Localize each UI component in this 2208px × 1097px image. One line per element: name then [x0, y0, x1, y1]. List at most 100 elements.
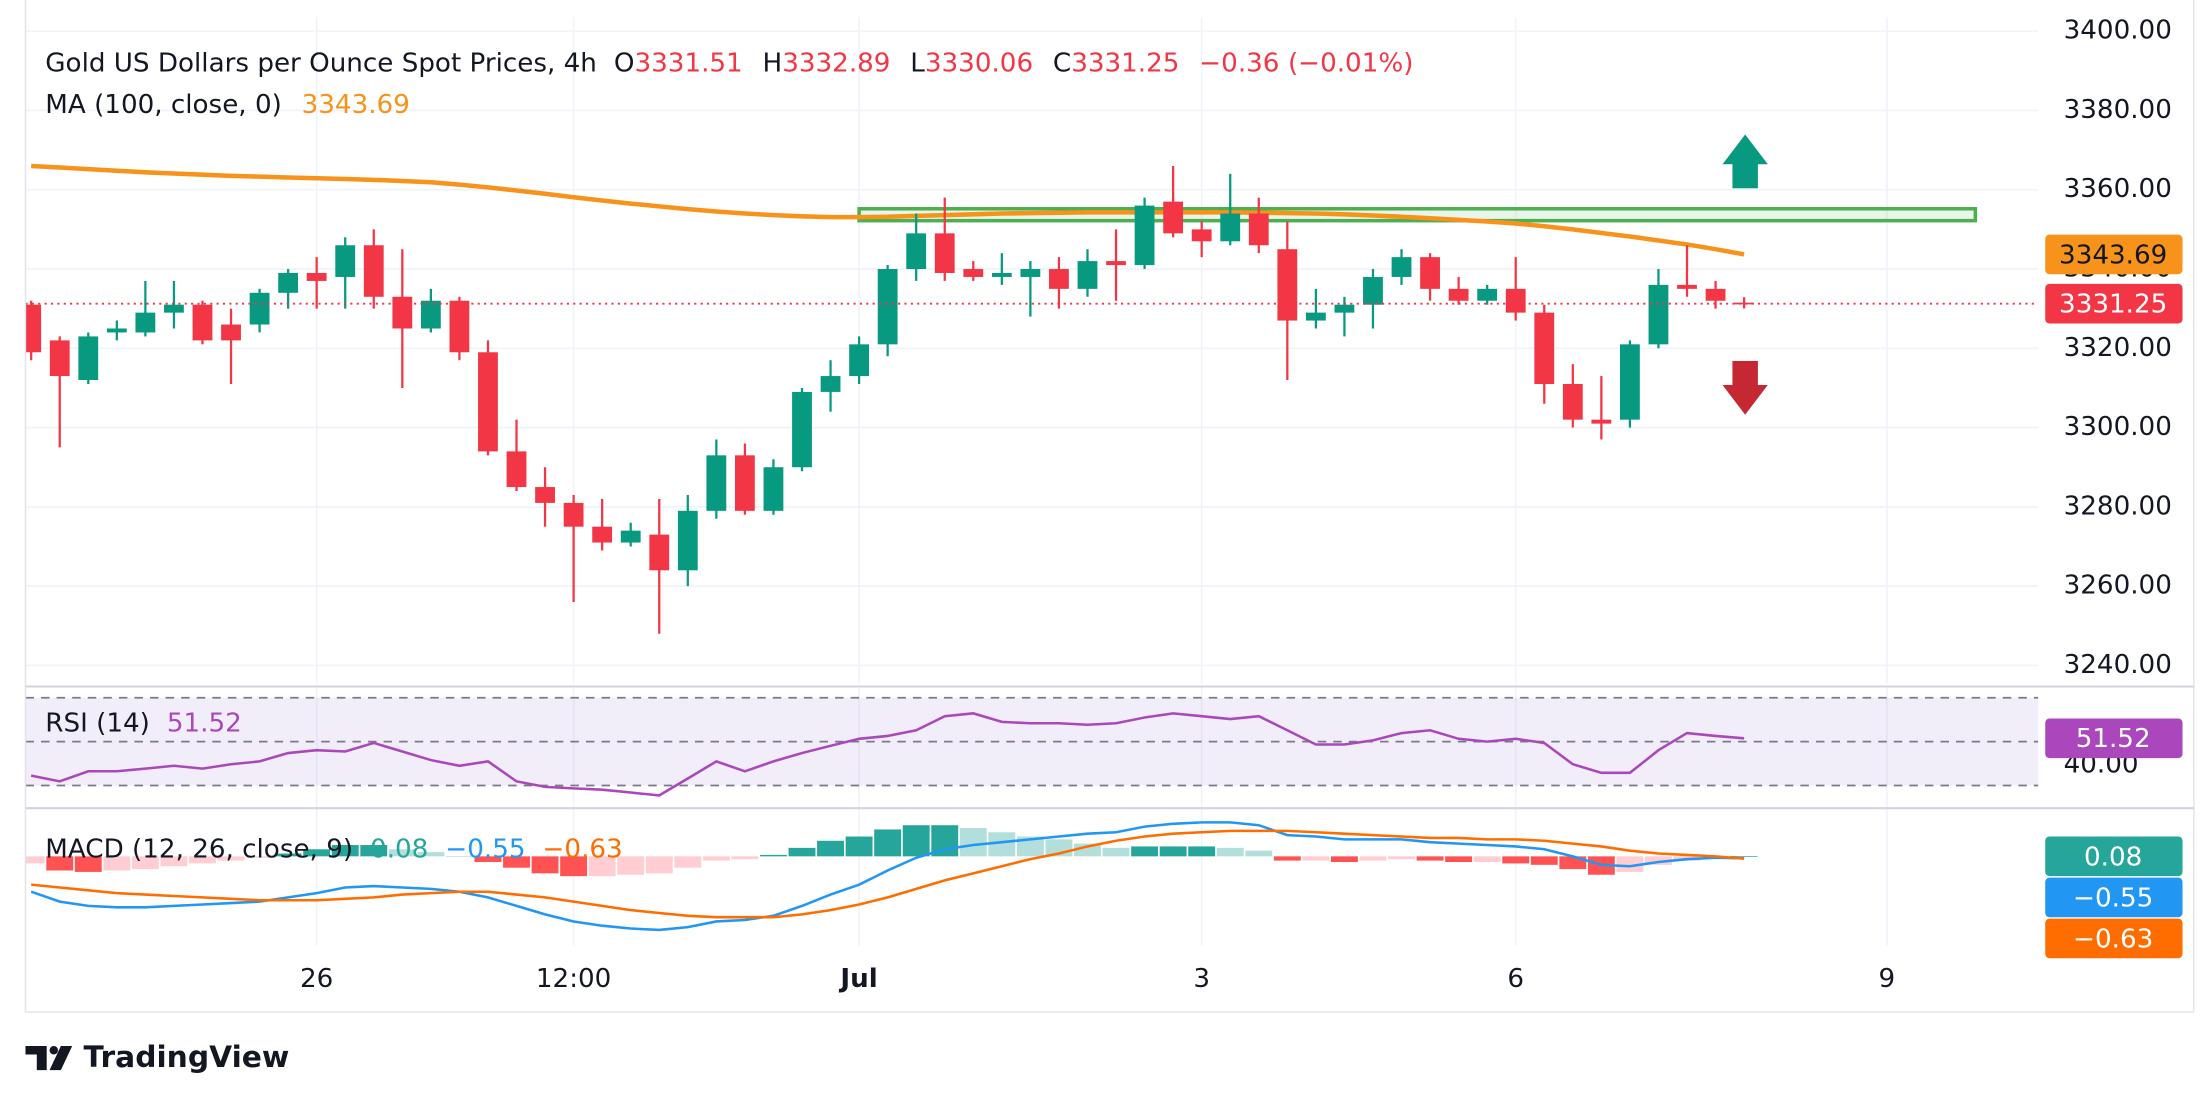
candle-body — [392, 296, 413, 329]
candle-body — [1363, 276, 1383, 305]
candle-body — [1705, 288, 1726, 301]
candle-body — [991, 272, 1012, 277]
candle-body — [1420, 257, 1440, 289]
legend-item: 3343.69 — [302, 89, 410, 119]
macd-legend: MACD (12, 26, close, 9) 0.08 −0.55 −0.63 — [45, 834, 622, 864]
histogram-bar — [1302, 856, 1330, 861]
legend-item: 3330.06 — [925, 48, 1033, 78]
x-tick-label: 3 — [1193, 964, 1210, 994]
x-tick-label: 9 — [1879, 964, 1896, 994]
candle-body — [1477, 288, 1498, 301]
histogram-bar — [303, 849, 331, 857]
candle-body — [1077, 261, 1098, 289]
x-tick-label: 26 — [300, 964, 333, 994]
histogram-bar — [1188, 846, 1216, 857]
candle-body — [706, 455, 727, 511]
candle-body — [963, 269, 984, 277]
histogram-bar — [131, 856, 159, 870]
legend-item: C — [1053, 48, 1071, 78]
legend-item: −0.36 — [1199, 48, 1279, 78]
brand-name: TradingView — [84, 1040, 290, 1075]
last-price-badge-bg — [2045, 283, 2183, 324]
macd-badge-bg — [2045, 918, 2183, 959]
last-price-badge: 3331.25 — [2059, 290, 2167, 320]
candle-body — [1163, 201, 1184, 234]
legend-item: 3331.51 — [634, 48, 742, 78]
y-tick-label: 3300.00 — [2064, 412, 2172, 442]
candle-body — [734, 455, 755, 511]
rsi-legend: RSI (14) 51.52 — [45, 708, 241, 738]
histogram-bar — [1502, 856, 1530, 864]
candle-body — [1677, 284, 1697, 289]
histogram-bar — [1530, 856, 1558, 865]
histogram-bar — [1159, 846, 1187, 857]
rsi-line — [30, 712, 1745, 797]
macd-line — [31, 829, 1745, 919]
candle-body — [1620, 344, 1640, 420]
histogram-bar — [217, 856, 245, 861]
legend-item: 0.08 — [370, 834, 428, 864]
histogram-bar — [189, 856, 216, 864]
legend-item: 51.52 — [167, 708, 242, 738]
axis-layer: 26 12:00 Jul 3 6 9 3240.00 3260.00 3280.00 3300.0… — [45, 16, 2183, 994]
y-tick-label: 3360.00 — [2064, 174, 2172, 204]
candle-body — [135, 312, 156, 333]
histogram-bar — [1730, 856, 1758, 857]
overlay-price-badge: 3343.69 — [2059, 240, 2167, 270]
histogram-bar — [274, 853, 302, 857]
legend-item: RSI (14) — [45, 708, 150, 738]
histogram-bar — [1616, 856, 1644, 872]
candle-body — [1020, 269, 1041, 277]
histogram-bar — [1416, 856, 1444, 861]
histogram-bar — [645, 856, 673, 874]
histogram-bar — [617, 856, 645, 875]
candle-body — [25, 304, 42, 353]
candle-body — [1334, 304, 1355, 313]
macd-badge: 0.08 — [2084, 842, 2142, 872]
candle-body — [1448, 288, 1469, 301]
candle-body — [1648, 284, 1669, 345]
histogram-bar — [1016, 836, 1044, 857]
histogram-bar — [1445, 856, 1473, 863]
legend-item: 3331.25 — [1071, 48, 1179, 78]
histogram-bar — [560, 856, 588, 877]
candle-body — [306, 272, 327, 281]
candle-body — [106, 328, 127, 333]
candle-body — [1505, 288, 1526, 313]
y-tick-label: 3320.00 — [2064, 333, 2172, 363]
candle-body — [49, 340, 70, 377]
histogram-bar — [474, 856, 502, 863]
macd-line — [30, 821, 1745, 932]
candle-body — [620, 530, 641, 543]
rsi-pane — [25, 696, 2039, 797]
histogram-bar — [360, 845, 388, 857]
macd-badge-bg — [2045, 836, 2183, 877]
histogram-bar — [160, 856, 188, 867]
histogram-bar — [817, 840, 844, 857]
candle-body — [1106, 261, 1126, 266]
histogram-bar — [46, 856, 74, 871]
candle-body — [1134, 205, 1155, 266]
histogram-bar — [1359, 856, 1387, 861]
histogram-bar — [417, 852, 445, 857]
histogram-bar — [588, 856, 616, 877]
candle-body — [363, 245, 384, 297]
candle-body — [1591, 419, 1612, 424]
histogram-bar — [445, 856, 473, 858]
histogram-bar — [1245, 850, 1273, 857]
macd-badge: −0.55 — [2073, 883, 2153, 913]
histogram-bar — [788, 847, 816, 857]
histogram-bar — [959, 828, 987, 857]
histogram-bar — [845, 836, 873, 857]
histogram-bar — [25, 856, 45, 864]
candle-body — [649, 534, 670, 571]
candle-body — [1305, 312, 1326, 321]
y-tick-label: 3260.00 — [2064, 571, 2172, 601]
candle-body — [449, 300, 470, 353]
candle-body — [1049, 269, 1069, 289]
candle-body — [478, 352, 498, 452]
candle-body — [763, 467, 784, 511]
histogram-bar — [1645, 856, 1672, 865]
